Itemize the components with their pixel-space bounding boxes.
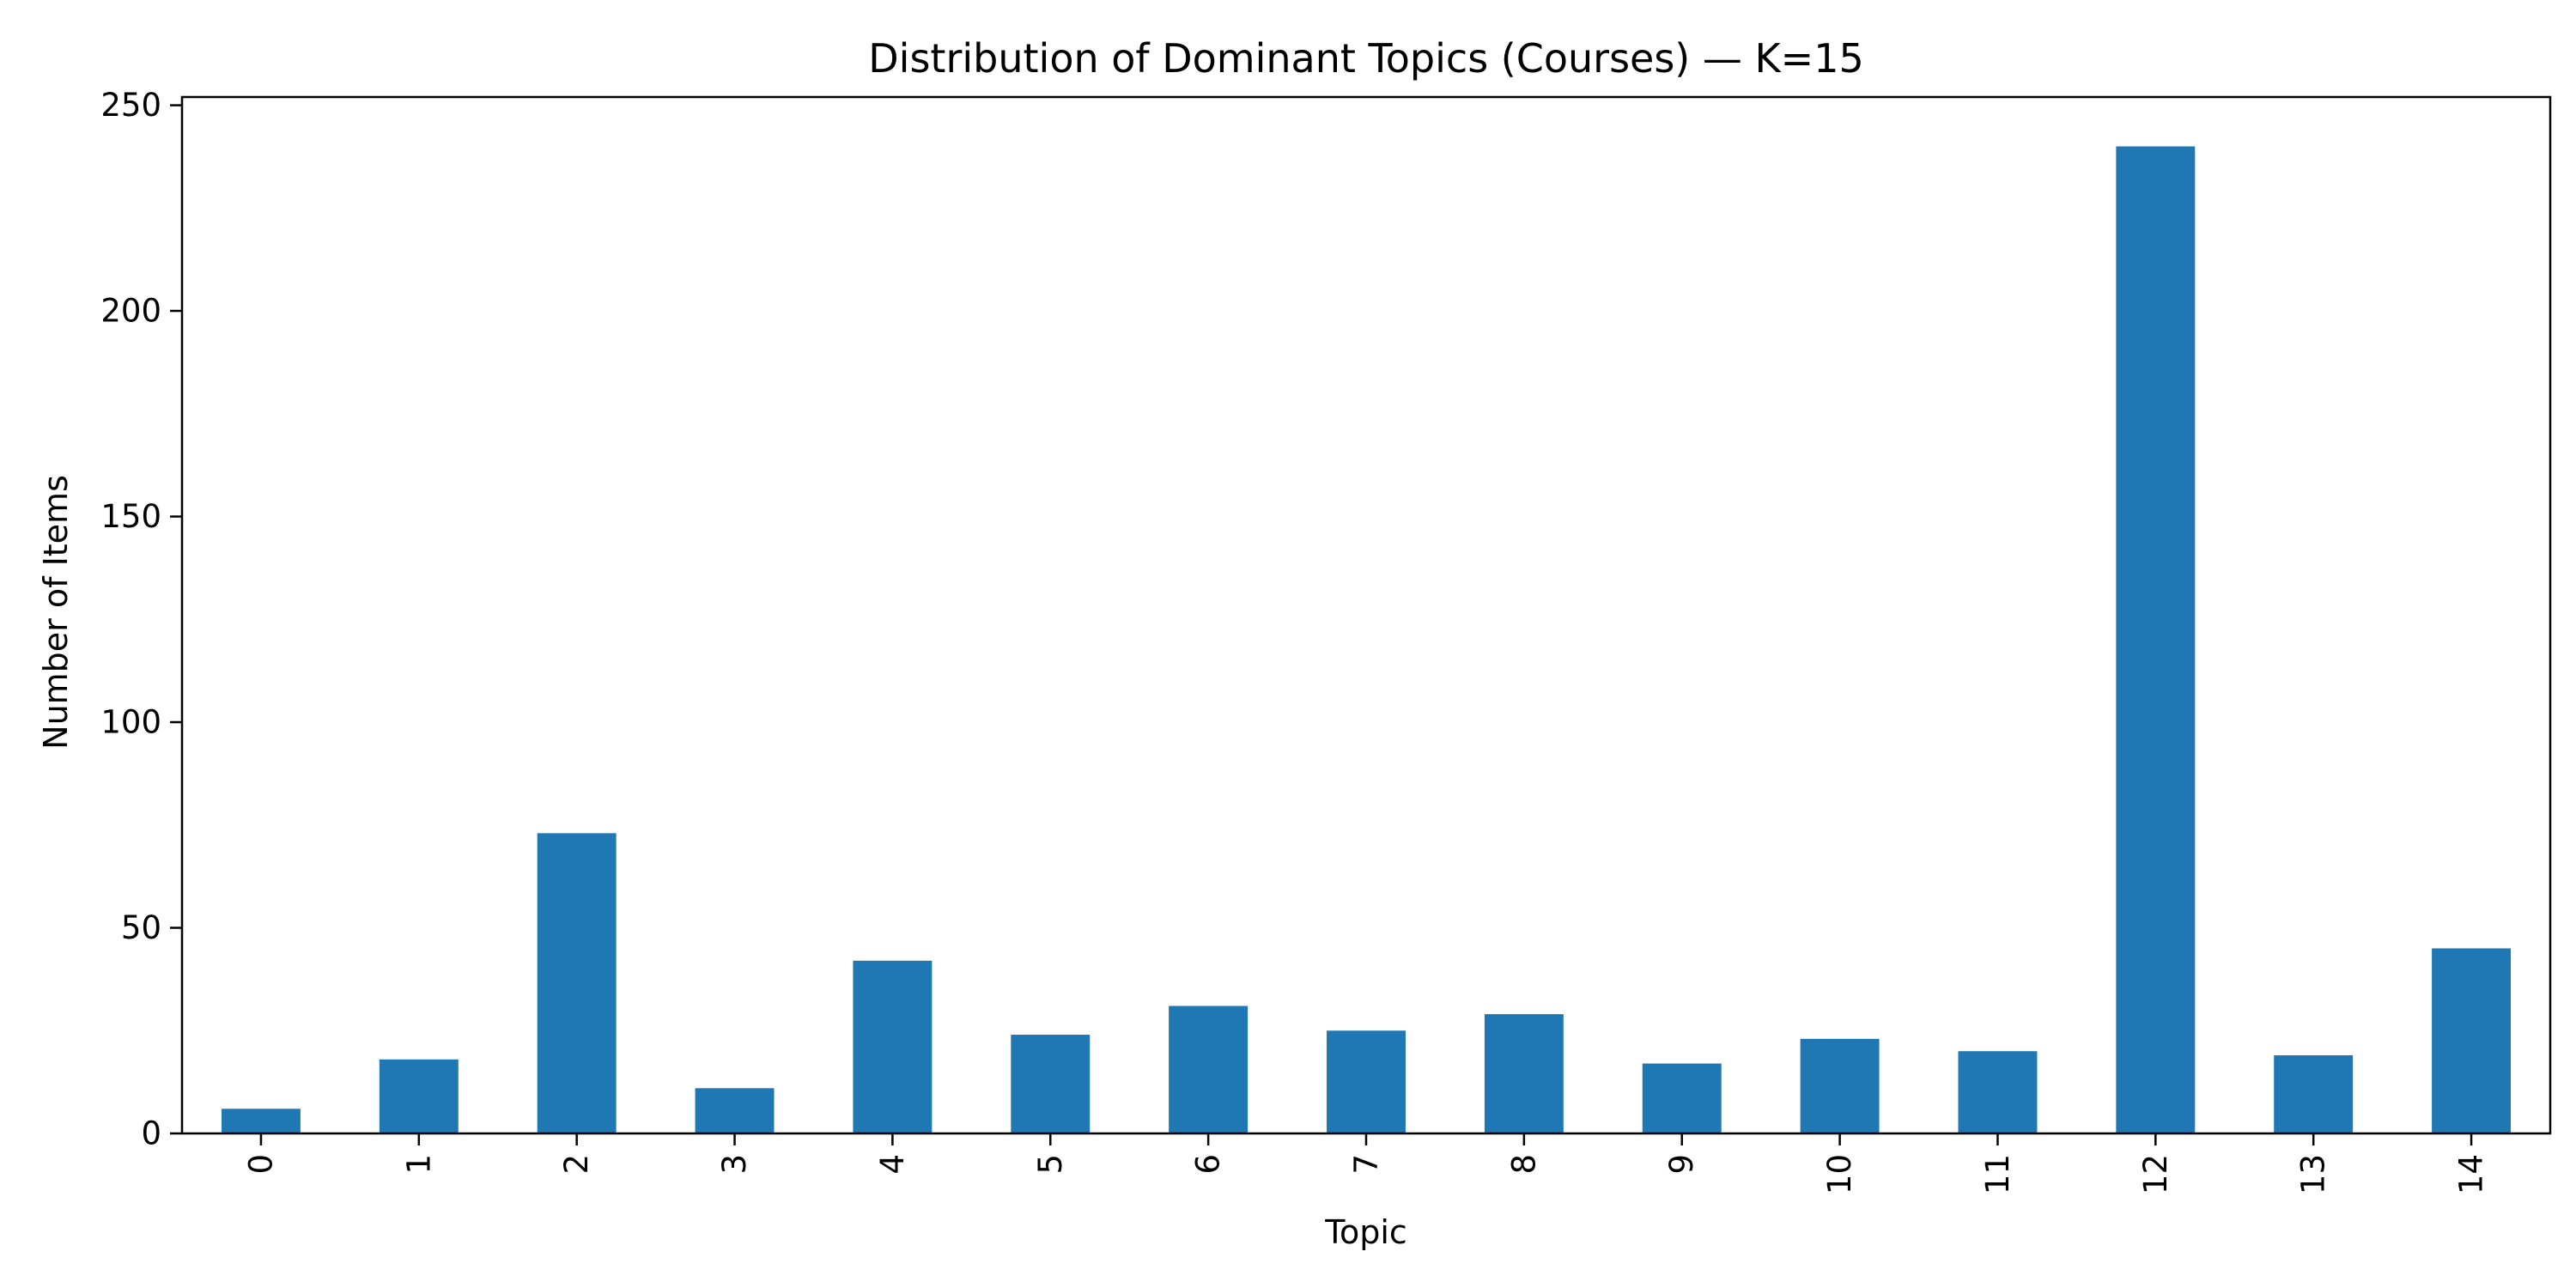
bar-topic-14 xyxy=(2432,948,2512,1133)
x-tick-label: 9 xyxy=(1663,1154,1700,1175)
x-axis-label: Topic xyxy=(1324,1213,1407,1251)
bar-topic-4 xyxy=(853,960,933,1133)
bar-topic-11 xyxy=(1958,1051,2038,1133)
bar-topic-0 xyxy=(221,1109,301,1133)
x-tick-label: 11 xyxy=(1979,1154,2016,1194)
y-tick-label: 250 xyxy=(100,87,161,124)
x-tick-label: 0 xyxy=(242,1154,279,1175)
x-tick-label: 5 xyxy=(1032,1154,1069,1175)
bar-topic-9 xyxy=(1642,1063,1722,1133)
bar-topic-10 xyxy=(1800,1038,1880,1133)
y-axis-label: Number of Items xyxy=(37,475,75,750)
x-tick-label: 6 xyxy=(1190,1154,1227,1175)
x-tick-label: 2 xyxy=(558,1154,595,1175)
x-tick-label: 3 xyxy=(716,1154,753,1175)
x-tick-label: 8 xyxy=(1505,1154,1542,1175)
y-tick-label: 0 xyxy=(141,1115,161,1152)
bar-topic-3 xyxy=(695,1088,775,1133)
bars-group xyxy=(221,146,2512,1133)
bar-topic-7 xyxy=(1327,1030,1406,1133)
y-tick-label: 150 xyxy=(100,498,161,535)
bar-topic-13 xyxy=(2274,1054,2354,1133)
x-tick-label: 14 xyxy=(2453,1154,2490,1194)
bar-topic-2 xyxy=(537,833,617,1133)
y-axis-ticks: 0 50 100 150 200 250 xyxy=(100,87,182,1152)
y-tick-label: 200 xyxy=(100,293,161,330)
bar-topic-5 xyxy=(1011,1035,1091,1133)
plot-frame xyxy=(180,95,2552,1135)
x-tick-label: 4 xyxy=(874,1154,911,1175)
x-tick-label: 10 xyxy=(1821,1154,1858,1194)
y-tick-label: 50 xyxy=(121,909,161,946)
bar-topic-12 xyxy=(2116,146,2196,1133)
x-tick-label: 7 xyxy=(1348,1154,1385,1175)
y-tick-label: 100 xyxy=(100,704,161,741)
chart-title: Distribution of Dominant Topics (Courses… xyxy=(868,35,1863,82)
x-tick-label: 13 xyxy=(2295,1154,2332,1194)
x-axis-ticks: 0 1 2 3 4 5 6 7 8 9 10 11 12 13 14 xyxy=(242,1133,2490,1194)
bar-topic-8 xyxy=(1484,1014,1564,1133)
x-tick-label: 12 xyxy=(2137,1154,2174,1194)
bar-topic-6 xyxy=(1169,1005,1249,1133)
x-tick-label: 1 xyxy=(400,1154,437,1175)
bar-topic-1 xyxy=(379,1059,459,1133)
